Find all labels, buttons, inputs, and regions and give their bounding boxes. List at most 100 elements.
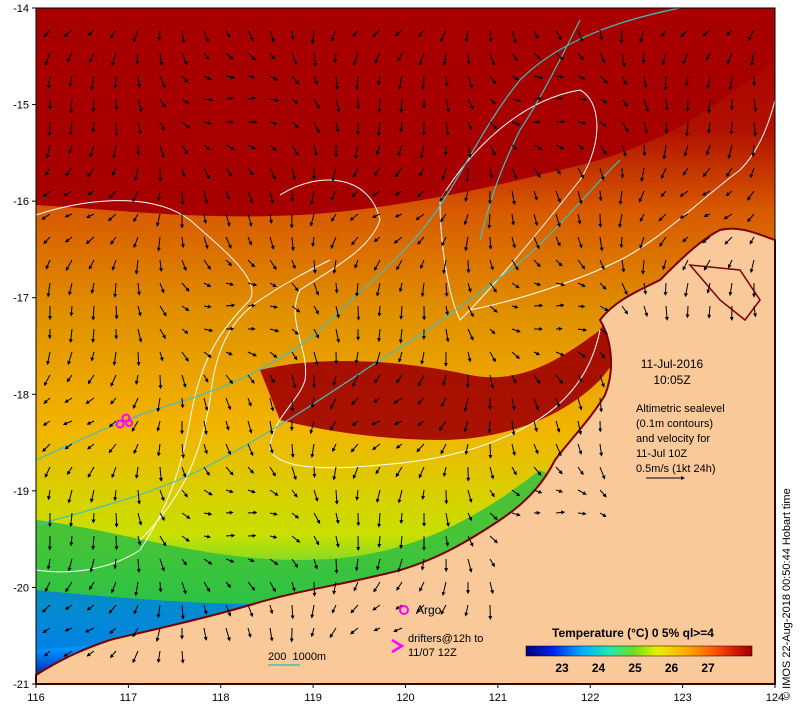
velocity-arrow [599,282,607,290]
velocity-arrow [313,328,320,339]
velocity-arrow [489,121,498,130]
velocity-arrow [621,144,627,158]
velocity-arrow [180,190,185,206]
velocity-arrow [727,259,733,269]
argo-legend-label: Argo [416,603,442,617]
velocity-arrow [511,443,516,456]
velocity-arrow [555,259,563,267]
velocity-arrow [416,604,425,614]
drifter-legend-icon [391,638,405,654]
velocity-arrow [442,52,447,66]
velocity-arrow [86,213,95,218]
velocity-arrow [62,420,73,426]
velocity-arrow [181,328,189,334]
lon-tick-label: 119 [304,692,322,704]
velocity-arrow [511,98,522,103]
velocity-arrow [247,144,256,150]
lat-tick-label: -17 [13,293,29,305]
velocity-arrow [203,304,212,309]
velocity-arrow [269,351,278,358]
velocity-arrow [225,303,236,308]
velocity-arrow [577,144,585,150]
velocity-arrow [350,604,359,614]
velocity-arrow [90,282,95,294]
velocity-arrow [111,52,117,67]
velocity-arrow [86,650,95,657]
velocity-arrow [313,512,321,525]
velocity-arrow [159,144,165,159]
info-line-2: (0.1m contours) [636,418,713,430]
velocity-arrow [181,98,190,104]
velocity-arrow [685,121,690,137]
velocity-arrow [137,512,143,526]
velocity-arrow [247,29,254,42]
argo-marker [115,413,133,429]
velocity-arrow [156,604,161,619]
velocity-arrow [137,305,142,317]
velocity-arrow [109,650,117,659]
velocity-arrow [398,328,403,344]
velocity-arrow [727,144,733,159]
velocity-arrow [313,121,320,134]
velocity-arrow [577,282,586,287]
velocity-arrow [577,374,583,383]
velocity-arrow [685,98,690,113]
velocity-arrow [533,213,539,227]
velocity-arrow [417,420,425,426]
velocity-arrow [577,52,584,61]
velocity-arrow [577,97,588,102]
velocity-arrow [91,328,96,344]
velocity-arrow [511,213,516,226]
velocity-arrow [643,121,649,134]
velocity-arrow [702,236,711,244]
velocity-arrow [533,282,542,286]
velocity-arrow [269,627,274,642]
velocity-arrow [663,282,668,296]
velocity-arrow [157,29,162,41]
velocity-arrow [113,558,118,570]
velocity-arrow [311,236,316,247]
velocity-arrow [333,52,338,64]
velocity-arrow [114,512,119,528]
velocity-arrow [353,52,359,66]
velocity-arrow [132,650,139,664]
velocity-arrow [291,282,299,292]
velocity-arrow [247,167,254,176]
velocity-arrow [372,604,381,611]
velocity-arrow [489,328,496,335]
velocity-arrow [290,443,295,458]
velocity-arrow [131,420,139,432]
velocity-arrow [42,443,51,452]
velocity-arrow [310,443,315,458]
velocity-arrow [87,443,95,450]
velocity-arrow [420,282,425,298]
velocity-arrow [67,351,73,366]
velocity-arrow [89,52,95,63]
velocity-arrow [247,190,254,204]
velocity-arrow [180,604,185,620]
velocity-arrow [511,328,521,333]
velocity-arrow [577,190,583,205]
velocity-arrow [203,466,210,476]
velocity-arrow [445,121,450,136]
velocity-arrow [225,581,232,589]
velocity-arrow [44,581,51,593]
velocity-arrow [203,604,208,615]
velocity-arrow [640,167,645,183]
velocity-arrow [291,259,296,270]
velocity-arrow [247,397,252,407]
velocity-arrow [397,489,403,504]
velocity-arrow [181,512,191,519]
velocity-arrow [41,213,51,220]
velocity-arrow [440,213,447,223]
velocity-arrow [441,236,447,247]
velocity-arrow [444,75,449,87]
velocity-arrow [47,121,52,137]
velocity-arrow [639,236,645,250]
velocity-arrow [90,351,95,362]
velocity-arrow [45,167,51,176]
velocity-arrow [599,98,608,104]
velocity-arrow [418,52,425,66]
velocity-arrow [269,121,278,126]
velocity-arrow [464,443,469,455]
